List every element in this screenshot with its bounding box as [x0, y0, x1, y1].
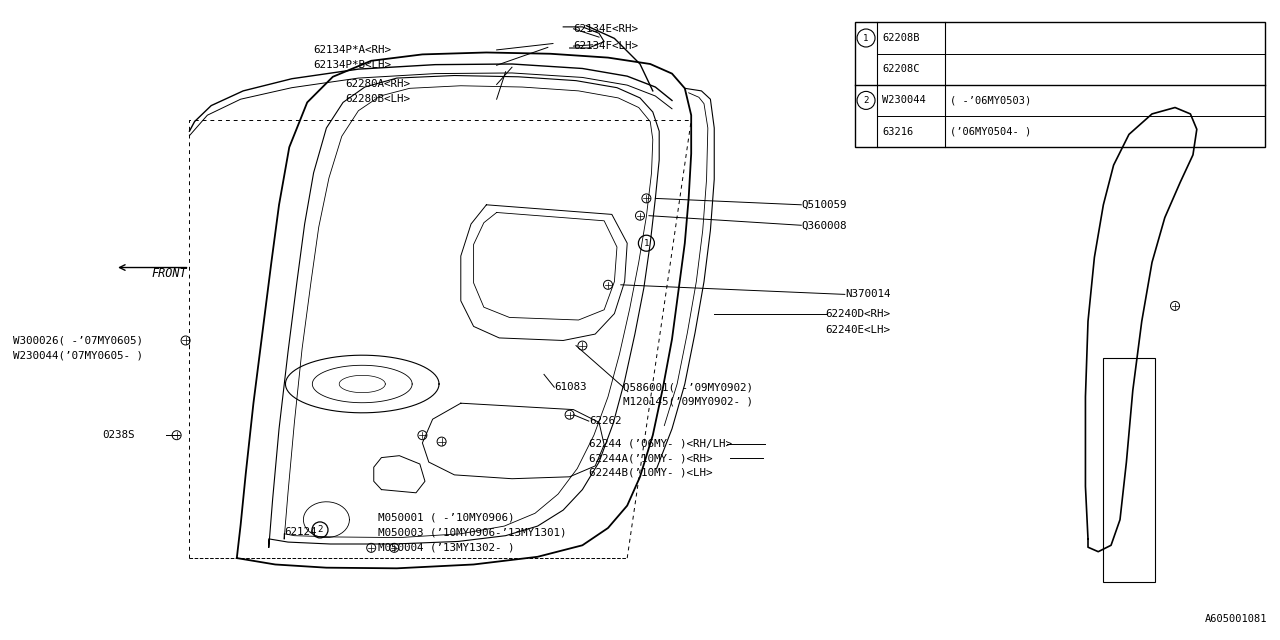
Text: 62240D<RH>: 62240D<RH>	[826, 308, 891, 319]
Text: 62240E<LH>: 62240E<LH>	[826, 324, 891, 335]
Text: 62280A<RH>: 62280A<RH>	[346, 79, 411, 90]
Text: Q360008: Q360008	[801, 220, 847, 230]
Text: 62208C: 62208C	[882, 64, 919, 74]
Text: 63216: 63216	[882, 127, 914, 136]
Text: 62134E<RH>: 62134E<RH>	[573, 24, 639, 34]
Text: A605001081: A605001081	[1204, 614, 1267, 624]
Text: 62244A(’10MY- )<RH>: 62244A(’10MY- )<RH>	[589, 453, 712, 463]
Text: 62134P*A<RH>: 62134P*A<RH>	[314, 45, 392, 55]
Text: 62134F<LH>: 62134F<LH>	[573, 41, 639, 51]
Bar	[855, 22, 1265, 147]
Text: 62208B: 62208B	[882, 33, 919, 43]
Text: 62280B<LH>: 62280B<LH>	[346, 94, 411, 104]
Text: FRONT: FRONT	[151, 268, 187, 280]
Text: ( -’06MY0503): ( -’06MY0503)	[950, 95, 1032, 106]
Text: 62124: 62124	[284, 527, 316, 538]
Text: M050003 (’10MY0906-’13MY1301): M050003 (’10MY0906-’13MY1301)	[378, 527, 566, 538]
Text: 62244B(’10MY- )<LH>: 62244B(’10MY- )<LH>	[589, 468, 712, 478]
Text: N370014: N370014	[845, 289, 891, 300]
Text: 62134P*B<LH>: 62134P*B<LH>	[314, 60, 392, 70]
Text: W230044: W230044	[882, 95, 925, 106]
Text: M050001 ( -’10MY0906): M050001 ( -’10MY0906)	[378, 512, 515, 522]
Text: Q510059: Q510059	[801, 200, 847, 210]
Text: 2: 2	[317, 525, 323, 534]
Text: 1: 1	[644, 239, 649, 248]
Text: 62262: 62262	[589, 416, 621, 426]
Text: 61083: 61083	[554, 382, 586, 392]
Text: M050004 (’13MY1302- ): M050004 (’13MY1302- )	[378, 542, 515, 552]
Text: W300026( -’07MY0605): W300026( -’07MY0605)	[13, 335, 143, 346]
Text: 0238S: 0238S	[102, 430, 134, 440]
Text: Q586001( -’09MY0902): Q586001( -’09MY0902)	[623, 382, 754, 392]
Text: M120145(’09MY0902- ): M120145(’09MY0902- )	[623, 397, 754, 407]
Bar	[1103, 358, 1155, 582]
Text: (’06MY0504- ): (’06MY0504- )	[950, 127, 1032, 136]
Text: 1: 1	[863, 33, 869, 42]
Text: 62244 (’06MY- )<RH/LH>: 62244 (’06MY- )<RH/LH>	[589, 438, 732, 449]
Text: 2: 2	[863, 96, 869, 105]
Text: W230044(’07MY0605- ): W230044(’07MY0605- )	[13, 350, 143, 360]
